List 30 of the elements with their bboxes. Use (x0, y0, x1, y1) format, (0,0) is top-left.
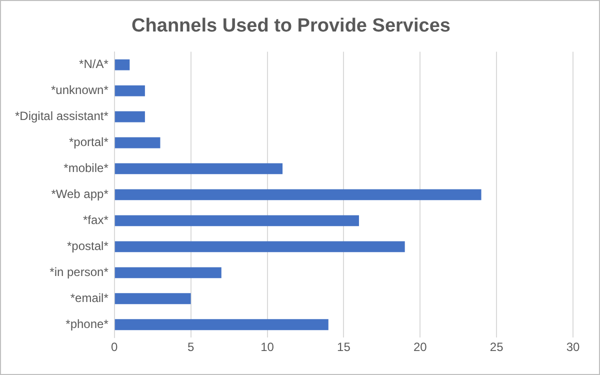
bar (114, 293, 191, 304)
y-tick-label: *Web app* (51, 187, 109, 202)
y-tick-label: *fax* (83, 212, 109, 227)
y-tick-label: *postal* (67, 238, 109, 253)
y-tick-label: *in person* (50, 264, 109, 279)
y-tick-label: *unknown* (51, 83, 109, 98)
x-tick-label: 0 (111, 340, 118, 354)
bar (114, 319, 328, 330)
y-tick-label: *N/A* (79, 57, 109, 72)
bar (114, 85, 145, 96)
y-tick-label: *Digital assistant* (15, 109, 109, 124)
y-tick-label: *email* (70, 290, 109, 305)
y-tick-label: *phone* (66, 316, 109, 331)
x-tick-label: 15 (337, 340, 351, 354)
bar (114, 189, 482, 200)
bar (114, 241, 405, 252)
bar (114, 163, 283, 174)
bar (114, 267, 222, 278)
bar (114, 137, 160, 148)
x-tick-label: 20 (413, 340, 428, 354)
x-tick-label: 10 (260, 340, 274, 354)
x-tick-label: 5 (187, 340, 194, 354)
x-tick-label: 30 (566, 340, 580, 354)
y-tick-label: *mobile* (64, 161, 109, 176)
chart-title: Channels Used to Provide Services (132, 16, 450, 37)
x-tick-label: 25 (490, 340, 504, 354)
bar (114, 59, 130, 70)
bar (114, 215, 359, 226)
bar (114, 111, 145, 122)
y-tick-label: *portal* (69, 135, 109, 150)
